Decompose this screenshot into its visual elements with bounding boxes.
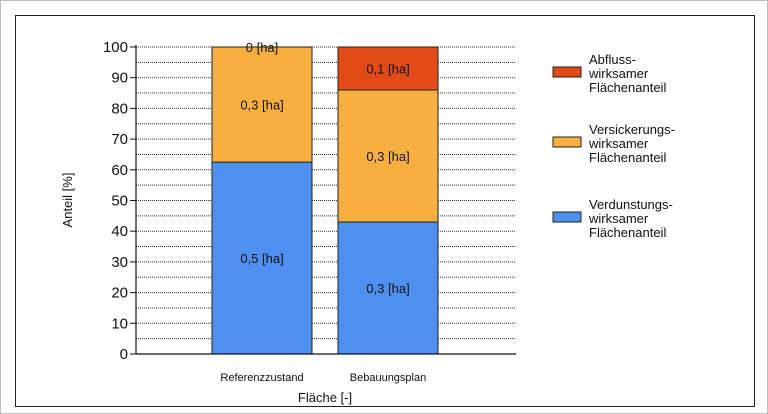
legend-label: wirksamer	[588, 136, 649, 151]
legend-label: Flächenanteil	[589, 225, 666, 240]
legend-swatch	[552, 136, 582, 148]
legend-label: Versickerungs-	[589, 122, 675, 137]
y-axis-title: Anteil [%]	[60, 173, 75, 228]
y-tick-label: 80	[111, 100, 128, 117]
legend-label: wirksamer	[588, 66, 649, 81]
segment-labels: 0,5 [ha] 0,3 [ha] 0 [ha] 0,3 [ha] 0,3 [ha] 0,…	[240, 40, 409, 296]
category-label: Bebauungsplan	[350, 372, 426, 384]
legend-label: Flächenanteil	[589, 80, 666, 95]
y-tick-label: 20	[111, 285, 128, 302]
bar-segment	[337, 221, 439, 355]
y-tick-label: 100	[103, 39, 128, 56]
legend-label: wirksamer	[588, 211, 649, 226]
legend-swatch	[552, 211, 582, 223]
legend-label: Verdunstungs-	[589, 197, 673, 212]
y-tick-label: 50	[111, 193, 128, 210]
segment-label: 0,3 [ha]	[366, 149, 409, 164]
legend: Abfluss-wirksamerFlächenanteilVersickeru…	[552, 52, 675, 240]
segment-label: 0 [ha]	[246, 40, 279, 55]
axes	[130, 45, 516, 355]
gridlines	[136, 46, 516, 340]
bars	[211, 46, 439, 355]
segment-label: 0,5 [ha]	[240, 251, 283, 266]
segment-label: 0,3 [ha]	[240, 98, 283, 113]
y-tick-label: 70	[111, 131, 128, 148]
category-labels: Referenzzustand Bebauungsplan	[220, 372, 426, 384]
tick-labels: 0 10 20 30 40 50 60 70 80 90 100	[103, 39, 128, 363]
y-tick-label: 30	[111, 254, 128, 271]
segment-label: 0,3 [ha]	[366, 281, 409, 296]
bar-segment	[337, 46, 439, 91]
y-tick-label: 40	[111, 223, 128, 240]
y-tick-label: 60	[111, 162, 128, 179]
bar-segment	[211, 46, 313, 163]
category-label: Referenzzustand	[220, 372, 303, 384]
y-tick-label: 90	[111, 70, 128, 87]
y-tick-label: 10	[111, 315, 128, 332]
y-tick-label: 0	[120, 346, 128, 363]
legend-label: Flächenanteil	[589, 150, 666, 165]
segment-label: 0,1 [ha]	[366, 61, 409, 76]
legend-swatch	[552, 66, 582, 78]
legend-label: Abfluss-	[589, 52, 636, 67]
x-axis-title: Fläche [-]	[298, 390, 352, 405]
